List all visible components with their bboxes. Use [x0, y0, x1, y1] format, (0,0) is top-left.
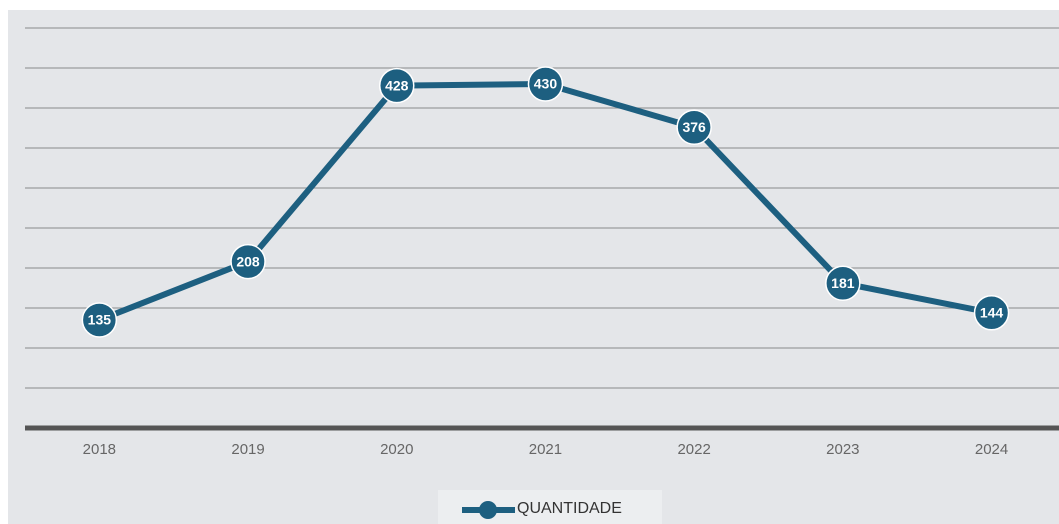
data-label: 135 — [88, 312, 112, 328]
marker — [379, 67, 415, 104]
marker — [676, 109, 712, 145]
legend-marker — [479, 501, 497, 519]
data-label: 144 — [980, 305, 1004, 321]
x-tick-label: 2020 — [380, 441, 413, 458]
marker — [81, 302, 118, 338]
x-tick-label: 2023 — [826, 441, 859, 458]
marker — [527, 66, 564, 102]
x-tick-label: 2022 — [677, 441, 710, 458]
data-label: 428 — [385, 77, 409, 93]
x-tick-label: 2024 — [975, 441, 1008, 458]
x-tick-label: 2019 — [231, 441, 264, 458]
data-label: 376 — [682, 119, 706, 135]
marker — [230, 243, 266, 280]
data-label: 181 — [831, 275, 855, 291]
legend-label: QUANTIDADE — [517, 500, 622, 517]
marker — [973, 295, 1010, 331]
data-label: 430 — [534, 76, 558, 92]
data-label: 208 — [236, 253, 260, 269]
x-tick-label: 2018 — [83, 441, 116, 458]
x-tick-label: 2021 — [529, 441, 562, 458]
marker — [825, 265, 861, 301]
